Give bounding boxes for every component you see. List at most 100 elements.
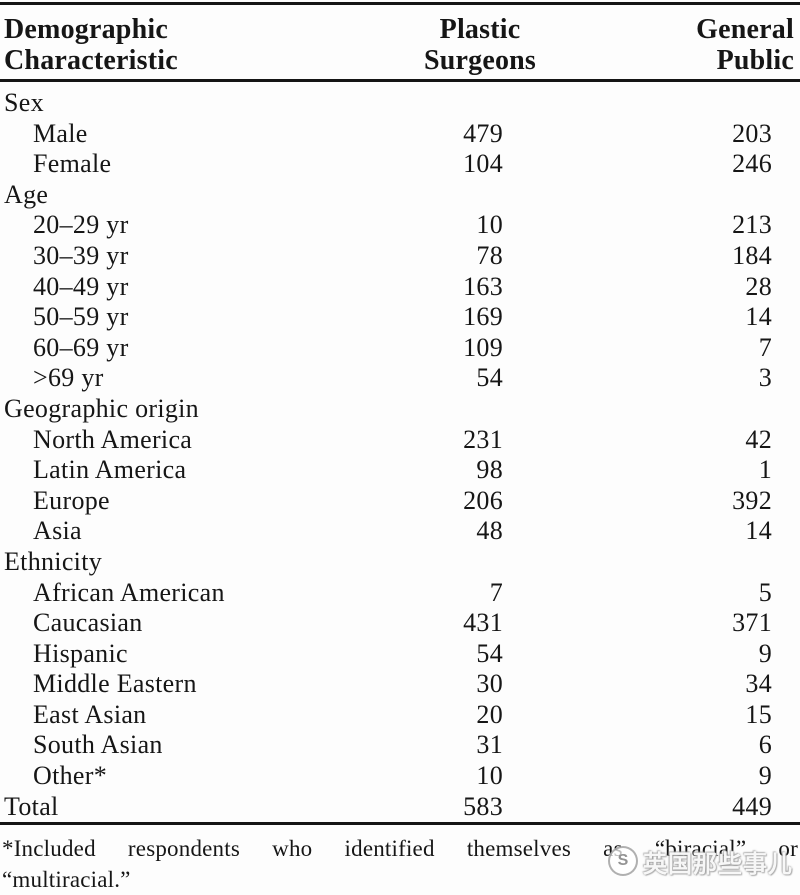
row-label: 50–59 yr bbox=[33, 302, 129, 332]
general-public-value: 14 bbox=[745, 516, 772, 546]
general-public-value: 246 bbox=[732, 149, 772, 179]
plastic-surgeons-value: 30 bbox=[476, 669, 503, 699]
row-label: 20–29 yr bbox=[33, 210, 129, 240]
plastic-surgeons-value: 20 bbox=[476, 699, 503, 729]
table-row: Geographic origin bbox=[0, 394, 800, 425]
table-row: 60–69 yr 109 7 bbox=[0, 333, 800, 364]
plastic-surgeons-value bbox=[310, 394, 503, 425]
table-header-rule bbox=[0, 79, 800, 82]
general-public-value: 184 bbox=[732, 240, 772, 270]
general-public-value bbox=[503, 394, 800, 425]
plastic-surgeons-value: 431 bbox=[463, 608, 503, 638]
general-public-value bbox=[503, 180, 800, 211]
table-row: Ethnicity bbox=[0, 547, 800, 578]
table-row: Total 583 449 bbox=[0, 792, 800, 823]
table-row: 30–39 yr 78 184 bbox=[0, 241, 800, 272]
general-public-value: 7 bbox=[758, 332, 772, 362]
table-row: Male 479 203 bbox=[0, 119, 800, 150]
plastic-surgeons-value bbox=[310, 547, 503, 578]
plastic-surgeons-value: 10 bbox=[476, 210, 503, 240]
row-label: Asia bbox=[33, 516, 82, 546]
general-public-value: 392 bbox=[732, 485, 772, 515]
table-row: Asia 48 14 bbox=[0, 516, 800, 547]
plastic-surgeons-value: 163 bbox=[463, 271, 503, 301]
table-row: Other* 10 9 bbox=[0, 761, 800, 792]
row-label: Latin America bbox=[33, 455, 187, 485]
row-label: >69 yr bbox=[33, 363, 104, 393]
header-general-public: General Public bbox=[650, 14, 800, 76]
row-label: African American bbox=[33, 577, 225, 607]
table-row: 40–49 yr 163 28 bbox=[0, 272, 800, 303]
row-label: Hispanic bbox=[33, 638, 128, 668]
table-row: South Asian 31 6 bbox=[0, 730, 800, 761]
table-header-row: Demographic Characteristic Plastic Surge… bbox=[0, 5, 800, 79]
plastic-surgeons-value: 169 bbox=[463, 302, 503, 332]
table-row: Europe 206 392 bbox=[0, 486, 800, 517]
general-public-value: 15 bbox=[745, 699, 772, 729]
table-bottom-rule bbox=[0, 822, 800, 826]
table-row: African American 7 5 bbox=[0, 578, 800, 609]
row-label: South Asian bbox=[33, 730, 163, 760]
table-row: >69 yr 54 3 bbox=[0, 363, 800, 394]
general-public-value: 203 bbox=[732, 118, 772, 148]
row-label: Other* bbox=[33, 761, 107, 791]
plastic-surgeons-value: 109 bbox=[463, 332, 503, 362]
header-line: General bbox=[696, 14, 794, 45]
table-row: Caucasian 431 371 bbox=[0, 608, 800, 639]
row-label: Ethnicity bbox=[4, 546, 103, 576]
general-public-value: 14 bbox=[745, 302, 772, 332]
row-label: East Asian bbox=[33, 699, 147, 729]
plastic-surgeons-value: 78 bbox=[476, 240, 503, 270]
row-label: 40–49 yr bbox=[33, 271, 129, 301]
header-line: Demographic bbox=[4, 14, 168, 45]
row-label: 30–39 yr bbox=[33, 240, 129, 270]
plastic-surgeons-value: 583 bbox=[463, 791, 503, 821]
plastic-surgeons-value bbox=[310, 88, 503, 119]
plastic-surgeons-value: 479 bbox=[463, 118, 503, 148]
general-public-value: 28 bbox=[745, 271, 772, 301]
row-label: Female bbox=[33, 149, 112, 179]
table-row: Latin America 98 1 bbox=[0, 455, 800, 486]
plastic-surgeons-value: 10 bbox=[476, 761, 503, 791]
general-public-value: 6 bbox=[758, 730, 772, 760]
plastic-surgeons-value: 54 bbox=[476, 363, 503, 393]
table-row: Sex bbox=[0, 88, 800, 119]
header-plastic-surgeons: Plastic Surgeons bbox=[310, 14, 650, 76]
table-row: North America 231 42 bbox=[0, 425, 800, 456]
general-public-value: 1 bbox=[758, 455, 772, 485]
header-line: Characteristic bbox=[4, 45, 178, 76]
table-row: Hispanic 54 9 bbox=[0, 639, 800, 670]
plastic-surgeons-value: 231 bbox=[463, 424, 503, 454]
header-demographic-characteristic: Demographic Characteristic bbox=[0, 14, 310, 76]
row-label: 60–69 yr bbox=[33, 332, 129, 362]
plastic-surgeons-value: 104 bbox=[463, 149, 503, 179]
general-public-value: 449 bbox=[732, 791, 772, 821]
general-public-value: 9 bbox=[758, 638, 772, 668]
row-label: Europe bbox=[33, 485, 110, 515]
plastic-surgeons-value: 31 bbox=[476, 730, 503, 760]
footnote-line-2: “multiracial.” bbox=[2, 867, 131, 893]
header-line: Plastic bbox=[439, 14, 521, 45]
plastic-surgeons-value: 98 bbox=[476, 455, 503, 485]
row-label: Male bbox=[33, 118, 88, 148]
header-line: Surgeons bbox=[423, 45, 537, 76]
row-label: Age bbox=[4, 179, 49, 209]
header-line: Public bbox=[716, 45, 794, 76]
table-row: Female 104 246 bbox=[0, 149, 800, 180]
table-row: 20–29 yr 10 213 bbox=[0, 210, 800, 241]
table-row: Age bbox=[0, 180, 800, 211]
row-label: Total bbox=[4, 791, 59, 821]
table-row: Middle Eastern 30 34 bbox=[0, 669, 800, 700]
row-label: North America bbox=[33, 424, 193, 454]
plastic-surgeons-value: 7 bbox=[489, 577, 503, 607]
general-public-value: 213 bbox=[732, 210, 772, 240]
table-body: Sex Male 479 203 Female 104 246 Age 20–2… bbox=[0, 82, 800, 822]
general-public-value: 3 bbox=[758, 363, 772, 393]
plastic-surgeons-value: 54 bbox=[476, 638, 503, 668]
general-public-value: 5 bbox=[758, 577, 772, 607]
table-row: East Asian 20 15 bbox=[0, 700, 800, 731]
row-label: Sex bbox=[4, 88, 44, 117]
footnote-line-1: *Included respondents who identified the… bbox=[2, 836, 798, 862]
general-public-value: 42 bbox=[745, 424, 772, 454]
